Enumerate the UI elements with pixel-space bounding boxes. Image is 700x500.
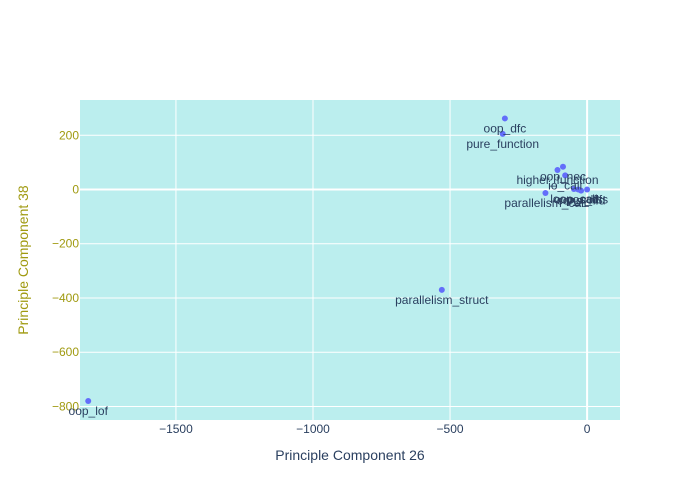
x-tick-labels: −1500 −1000 −500 0 xyxy=(159,422,591,436)
y-grid xyxy=(80,134,620,407)
y-tick-labels: −800 −600 −400 −200 0 200 xyxy=(52,128,79,413)
y-tick-label: −200 xyxy=(52,237,79,251)
point-label: oop_lof xyxy=(69,404,109,418)
y-tick-label: 200 xyxy=(59,128,79,142)
data-point xyxy=(584,186,591,193)
y-tick-label: −600 xyxy=(52,345,79,359)
point-label: pos_dfs xyxy=(566,192,608,206)
data-point xyxy=(562,172,569,179)
point-labels: oop_dfc pure_function oop_nechigher_functi… xyxy=(69,121,609,418)
x-axis-title: Principle Component 26 xyxy=(275,447,425,463)
data-point xyxy=(554,166,561,173)
data-point xyxy=(438,286,445,293)
plot-background xyxy=(80,100,620,420)
point-label: higher_function xyxy=(516,173,598,187)
point-label: oop_dfc xyxy=(484,121,527,135)
point-label: oop_nec xyxy=(540,170,586,184)
y-tick-label: 0 xyxy=(72,182,79,196)
point-label: parallelism_call xyxy=(504,196,586,210)
point-label: io_call xyxy=(548,178,582,192)
y-tick-label: −800 xyxy=(52,399,79,413)
data-point xyxy=(570,185,577,192)
point-label: parallelism_struct xyxy=(395,293,489,307)
data-points xyxy=(85,115,591,405)
x-tick-label: −500 xyxy=(437,422,464,436)
point-label: oop_cdfs xyxy=(554,192,603,206)
x-tick-label: −1000 xyxy=(296,422,330,436)
x-tick-label: 0 xyxy=(584,422,591,436)
y-axis-title: Principle Component 38 xyxy=(15,185,31,335)
point-label: pure_function xyxy=(466,137,539,151)
x-tick-label: −1500 xyxy=(159,422,193,436)
data-point xyxy=(559,163,566,170)
data-point xyxy=(542,190,549,197)
data-point xyxy=(85,398,92,405)
data-point xyxy=(578,187,585,194)
point-label: loop_call xyxy=(550,192,597,206)
y-tick-label: −400 xyxy=(52,291,79,305)
data-point xyxy=(501,115,508,122)
x-grid xyxy=(175,100,589,420)
data-point xyxy=(499,130,506,137)
point-label: cons_nfd xyxy=(557,194,606,208)
